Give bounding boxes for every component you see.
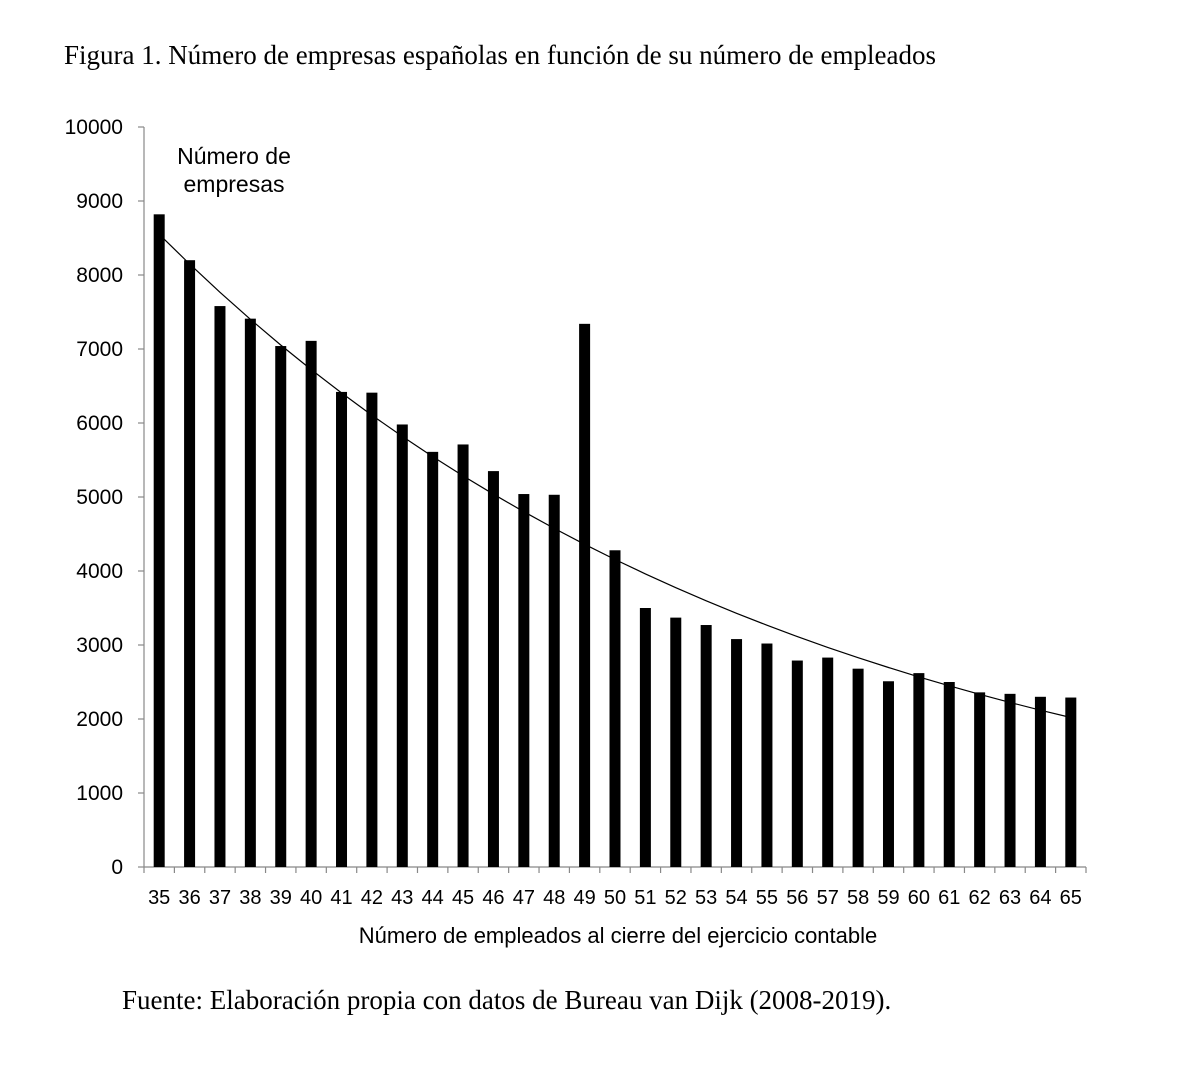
trendline [158,233,1071,719]
y-tick-label: 0 [111,856,123,879]
bar-49 [579,323,591,868]
y-axis: 0 1000 2000 3000 4000 5000 6000 7000 8000 9000 100… [65,116,145,879]
bar-50 [609,550,621,867]
x-tick-label: 41 [330,887,352,909]
bar-55 [761,643,773,867]
x-tick-label: 63 [999,887,1021,909]
bar-47 [518,494,530,867]
y-tick-label: 7000 [76,338,123,361]
x-tick-label: 61 [938,887,960,909]
bar-65 [1065,697,1077,867]
y-tick-label: 8000 [76,264,123,287]
x-tick-label: 50 [604,887,626,909]
x-tick-label: 49 [573,887,595,909]
x-tick-label: 60 [908,887,930,909]
bar-42 [366,392,378,867]
bar-41 [336,391,348,867]
bar-48 [548,494,560,867]
bar-46 [487,471,499,867]
bar-62 [974,692,986,867]
x-tick-label: 39 [270,887,292,909]
bar-35 [153,214,165,867]
bar-56 [791,660,803,867]
bar-40 [305,340,317,867]
bar-44 [427,451,439,867]
x-tick-label: 44 [422,887,444,909]
x-tick-label: 46 [482,887,504,909]
y-axis-label-line2: empresas [184,171,285,197]
bar-60 [913,673,925,867]
bar-58 [852,668,864,867]
x-tick-label: 53 [695,887,717,909]
bar-36 [184,260,196,867]
bar-38 [244,318,256,867]
x-tick-label: 55 [756,887,778,909]
bar-64 [1034,696,1046,867]
x-tick-label: 47 [513,887,535,909]
bar-37 [214,306,226,868]
y-tick-label: 4000 [76,560,123,583]
x-tick-label: 43 [391,887,413,909]
x-tick-label: 35 [148,887,170,909]
x-tick-label: 48 [543,887,565,909]
y-tick-label: 10000 [65,116,123,139]
bar-63 [1004,693,1016,867]
bar-61 [943,682,955,867]
x-tick-label: 36 [178,887,200,909]
x-tick-label: 56 [786,887,808,909]
bar-59 [882,681,894,867]
x-tick-label: 51 [634,887,656,909]
bar-57 [822,657,834,867]
x-tick-label: 38 [239,887,261,909]
bar-45 [457,444,469,867]
y-tick-label: 1000 [76,782,123,805]
y-tick-label: 3000 [76,634,123,657]
x-tick-label: 40 [300,887,322,909]
x-tick-label: 52 [665,887,687,909]
x-tick-label: 58 [847,887,869,909]
x-tick-label: 59 [877,887,899,909]
bar-39 [275,346,287,867]
x-tick-label: 57 [817,887,839,909]
bar-43 [396,424,408,867]
x-axis-label: Número de empleados al cierre del ejerci… [359,923,878,948]
x-tick-label: 45 [452,887,474,909]
y-tick-label: 5000 [76,486,123,509]
x-axis: 35 36 37 38 39 40 41 42 43 44 45 46 47 48 49 50 51 52 53 54… [143,866,1087,909]
x-tick-label: 54 [725,887,747,909]
y-tick-label: 2000 [76,708,123,731]
y-tick-label: 6000 [76,412,123,435]
bar-52 [670,617,682,867]
bar-53 [700,625,712,867]
figure-source: Fuente: Elaboración propia con datos de … [122,985,892,1015]
figure-title: Figura 1. Número de empresas españolas e… [64,40,937,70]
x-tick-label: 37 [209,887,231,909]
bar-51 [639,608,651,867]
x-tick-label: 65 [1060,887,1082,909]
x-tick-label: 64 [1029,887,1051,909]
bars [153,214,1077,868]
x-tick-label: 62 [969,887,991,909]
y-tick-label: 9000 [76,190,123,213]
bar-54 [731,639,743,867]
y-axis-label-line1: Número de [177,143,291,169]
x-tick-label: 42 [361,887,383,909]
